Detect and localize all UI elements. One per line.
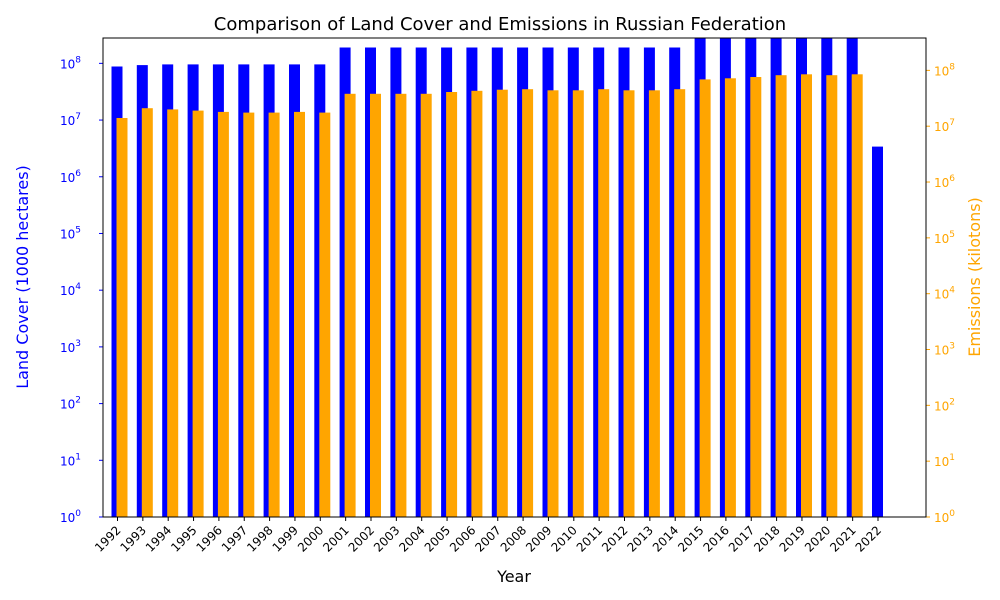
emissions-bar-2003 [395, 93, 407, 518]
left-tick-label-7: 107 [60, 112, 81, 128]
emissions-bar-1999 [294, 111, 305, 518]
right-tick-label-8: 108 [934, 62, 955, 78]
emissions-bar-2007 [496, 89, 508, 517]
emissions-bar-1993 [141, 108, 153, 517]
bars-layer [111, 38, 883, 518]
right-tick-label-7: 107 [934, 118, 955, 134]
emissions-bar-2018 [775, 75, 787, 517]
left-tick-label-6: 106 [60, 169, 81, 185]
emissions-bar-1995 [192, 110, 204, 517]
plot-frame [102, 37, 927, 518]
emissions-bar-2000 [319, 112, 331, 517]
emissions-bar-2017 [750, 77, 762, 517]
emissions-bar-2009 [547, 90, 559, 518]
land-cover-bar-2022 [872, 146, 883, 517]
emissions-bar-2019 [801, 74, 812, 518]
emissions-bar-2001 [344, 93, 356, 518]
emissions-bar-2002 [370, 93, 381, 518]
right-tick-label-1: 101 [934, 453, 955, 469]
emissions-bar-2010 [572, 90, 584, 518]
left-tick-label-8: 108 [60, 55, 81, 71]
left-tick-label-5: 105 [60, 225, 81, 241]
right-tick-label-0: 100 [934, 509, 955, 525]
emissions-bar-2013 [648, 90, 660, 518]
right-tick-label-2: 102 [934, 397, 955, 413]
left-tick-label-3: 103 [60, 339, 81, 355]
emissions-bar-1998 [268, 112, 280, 517]
x-axis-label: Year [496, 567, 531, 586]
emissions-bar-1994 [167, 109, 179, 518]
right-tick-label-6: 106 [934, 174, 955, 190]
left-axis-label: Land Cover (1000 hectares) [13, 165, 32, 389]
emissions-bar-1996 [217, 111, 229, 518]
emissions-bar-2004 [420, 93, 432, 518]
left-tick-label-0: 100 [60, 509, 81, 525]
emissions-bar-1992 [116, 118, 128, 517]
emissions-bar-2021 [851, 74, 863, 518]
right-tick-label-4: 104 [934, 286, 955, 302]
emissions-bar-2011 [598, 89, 610, 517]
emissions-bar-2008 [522, 89, 534, 517]
emissions-bar-2020 [826, 75, 838, 517]
emissions-bar-2006 [471, 90, 483, 518]
chart-title: Comparison of Land Cover and Emissions i… [214, 14, 786, 35]
emissions-bar-2015 [699, 79, 711, 518]
emissions-bar-2016 [724, 78, 736, 518]
emissions-bar-2012 [623, 90, 635, 518]
emissions-bar-2014 [674, 89, 686, 517]
left-tick-label-1: 101 [60, 452, 81, 468]
left-tick-label-2: 102 [60, 396, 81, 412]
right-tick-label-3: 103 [934, 342, 955, 358]
emissions-bar-2005 [446, 92, 458, 517]
right-tick-label-5: 105 [934, 230, 955, 246]
left-tick-label-4: 104 [60, 282, 81, 298]
right-axis-label: Emissions (kilotons) [965, 197, 984, 357]
emissions-bar-1997 [243, 112, 255, 517]
